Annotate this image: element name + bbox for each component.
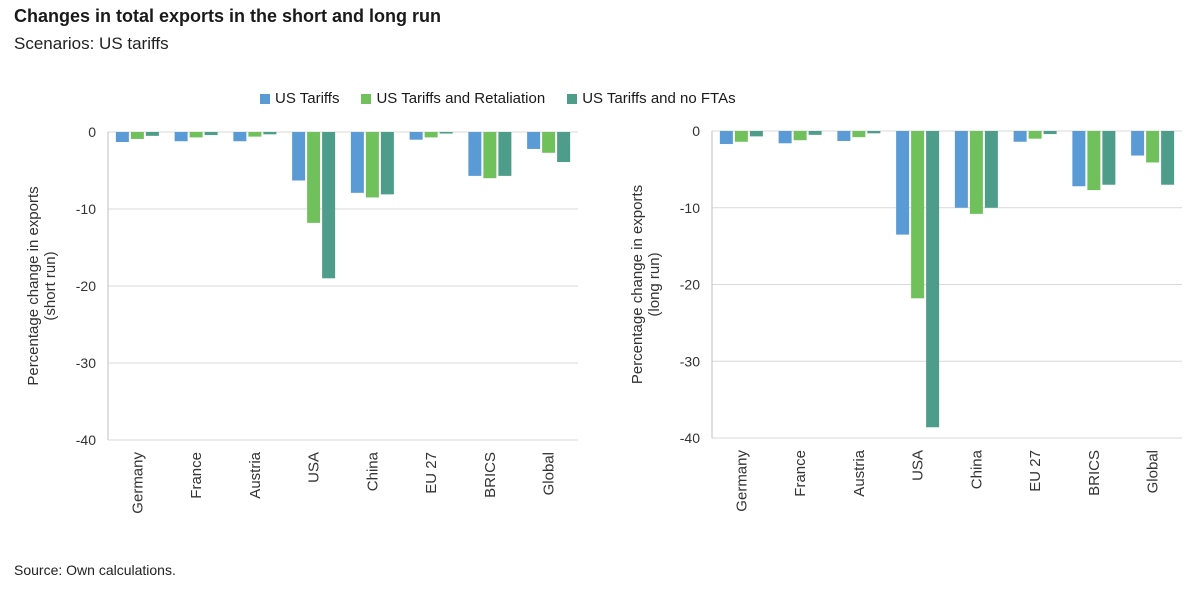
bar-us-tariffs-and-no-ftas-germany: [146, 132, 159, 136]
bar-us-tariffs-and-no-ftas-usa: [322, 132, 335, 278]
bar-us-tariffs-and-no-ftas-germany: [750, 131, 763, 136]
bar-us-tariffs-and-retaliation-france: [190, 132, 203, 137]
bar-us-tariffs-and-no-ftas-usa: [926, 131, 939, 427]
x-tick-label: BRICS: [1086, 450, 1103, 496]
chart-subtitle: Scenarios: US tariffs: [14, 34, 169, 54]
y-tick-label: -10: [680, 200, 700, 216]
bar-us-tariffs-germany: [720, 131, 733, 144]
bar-us-tariffs-and-no-ftas-global: [1161, 131, 1174, 185]
x-tick-label: France: [188, 452, 205, 499]
bar-us-tariffs-china: [955, 131, 968, 208]
bar-us-tariffs-brics: [1072, 131, 1085, 186]
legend-item-us-tariffs-no-ftas: US Tariffs and no FTAs: [567, 90, 735, 107]
bar-us-tariffs-france: [779, 131, 792, 143]
legend-label-us-tariffs-no-ftas: US Tariffs and no FTAs: [582, 90, 735, 107]
bar-us-tariffs-global: [527, 132, 540, 149]
legend-swatch-us-tariffs-retaliation: [361, 94, 371, 104]
x-tick-label: USA: [910, 450, 927, 481]
bar-us-tariffs-and-retaliation-china: [366, 132, 379, 197]
bar-us-tariffs-and-retaliation-usa: [911, 131, 924, 298]
x-tick-label: France: [792, 450, 809, 497]
x-tick-label: China: [968, 449, 985, 489]
legend-label-us-tariffs: US Tariffs: [275, 90, 339, 107]
chart-title: Changes in total exports in the short an…: [14, 6, 441, 27]
x-tick-label: Global: [541, 452, 558, 495]
bar-us-tariffs-eu-27: [1014, 131, 1027, 142]
bar-us-tariffs-and-no-ftas-france: [205, 132, 218, 135]
x-tick-label: Germany: [733, 450, 750, 512]
bar-us-tariffs-germany: [116, 132, 129, 142]
bar-us-tariffs-china: [351, 132, 364, 193]
x-tick-label: Austria: [247, 451, 264, 498]
legend-item-us-tariffs: US Tariffs: [260, 90, 339, 107]
bar-us-tariffs-and-no-ftas-global: [557, 132, 570, 162]
x-tick-label: Germany: [129, 452, 146, 514]
x-tick-label: EU 27: [1027, 450, 1044, 492]
bar-us-tariffs-and-retaliation-france: [794, 131, 807, 140]
bar-us-tariffs-and-retaliation-brics: [1087, 131, 1100, 190]
legend-swatch-us-tariffs: [260, 94, 270, 104]
bar-us-tariffs-and-retaliation-austria: [248, 132, 261, 137]
bar-us-tariffs-austria: [837, 131, 850, 141]
y-axis-label: Percentage change in exports(long run): [629, 185, 663, 384]
bar-us-tariffs-france: [175, 132, 188, 141]
bar-us-tariffs-and-retaliation-eu-27: [425, 132, 438, 137]
bar-us-tariffs-and-retaliation-germany: [131, 132, 144, 139]
bar-us-tariffs-eu-27: [410, 132, 423, 140]
x-tick-label: Austria: [851, 449, 868, 496]
x-tick-label: Global: [1145, 450, 1162, 493]
legend-item-us-tariffs-retaliation: US Tariffs and Retaliation: [361, 90, 545, 107]
bar-us-tariffs-austria: [233, 132, 246, 141]
bar-us-tariffs-and-no-ftas-austria: [867, 131, 880, 133]
legend: US Tariffs US Tariffs and Retaliation US…: [260, 90, 736, 107]
y-tick-label: -30: [680, 353, 700, 369]
y-tick-label: -10: [76, 201, 96, 217]
legend-swatch-us-tariffs-no-ftas: [567, 94, 577, 104]
bar-us-tariffs-usa: [896, 131, 909, 235]
y-tick-label: -20: [76, 278, 96, 294]
bar-us-tariffs-and-retaliation-usa: [307, 132, 320, 223]
bar-us-tariffs-and-retaliation-germany: [735, 131, 748, 142]
bar-us-tariffs-and-retaliation-global: [542, 132, 555, 153]
bar-us-tariffs-brics: [468, 132, 481, 176]
x-tick-label: China: [364, 451, 381, 491]
legend-label-us-tariffs-retaliation: US Tariffs and Retaliation: [376, 90, 545, 107]
bar-us-tariffs-and-retaliation-austria: [852, 131, 865, 137]
bar-us-tariffs-usa: [292, 132, 305, 181]
y-tick-label: -40: [680, 430, 700, 446]
bar-us-tariffs-global: [1131, 131, 1144, 156]
bar-us-tariffs-and-no-ftas-brics: [1102, 131, 1115, 185]
y-tick-label: 0: [692, 123, 700, 139]
y-tick-label: -20: [680, 277, 700, 293]
bar-us-tariffs-and-no-ftas-china: [381, 132, 394, 194]
bar-us-tariffs-and-no-ftas-eu-27: [440, 132, 453, 134]
bar-us-tariffs-and-retaliation-china: [970, 131, 983, 214]
charts-canvas: 0 -10 -20 -30 -40 Percentage change in export…: [0, 110, 1200, 560]
bar-us-tariffs-and-retaliation-global: [1146, 131, 1159, 162]
bar-us-tariffs-and-no-ftas-france: [809, 131, 822, 135]
y-tick-label: 0: [88, 124, 96, 140]
bar-us-tariffs-and-no-ftas-china: [985, 131, 998, 208]
x-tick-label: EU 27: [423, 452, 440, 494]
y-tick-label: -30: [76, 355, 96, 371]
y-tick-label: -40: [76, 432, 96, 448]
bar-us-tariffs-and-no-ftas-austria: [263, 132, 276, 134]
x-tick-label: USA: [306, 452, 323, 483]
source-note: Source: Own calculations.: [14, 562, 176, 578]
bar-us-tariffs-and-retaliation-eu-27: [1029, 131, 1042, 139]
bar-us-tariffs-and-no-ftas-brics: [498, 132, 511, 176]
x-tick-label: BRICS: [482, 452, 499, 498]
bar-us-tariffs-and-no-ftas-eu-27: [1044, 131, 1057, 134]
y-axis-label: Percentage change in exports(short run): [25, 186, 59, 385]
bar-us-tariffs-and-retaliation-brics: [483, 132, 496, 178]
